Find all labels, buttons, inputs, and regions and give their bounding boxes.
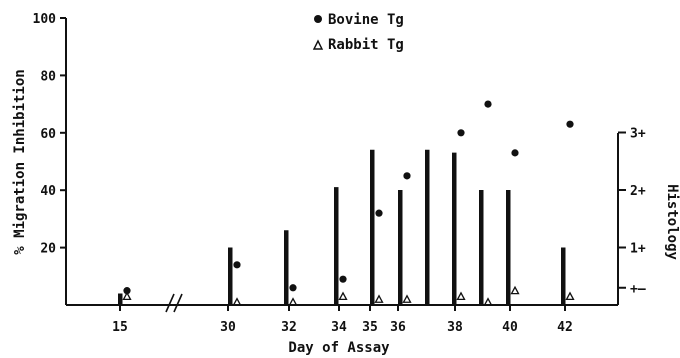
y-tick-label: 60 [40,127,56,142]
bovine-point [566,120,574,128]
bovine-point [403,172,411,180]
x-axis-title: Day of Assay [288,340,390,356]
bovine-point [339,275,347,283]
y-axis-title-right: Histology [664,184,680,260]
y-tick-label: 40 [40,184,56,199]
legend-rabbit-label: Rabbit Tg [328,37,404,53]
axis-break-mark [165,293,183,313]
rabbit-point [402,294,412,303]
legend-rabbit-marker [312,39,324,50]
rabbit-point [483,297,493,306]
right-tick-label: 2+ [630,184,646,199]
histology-bar [334,187,339,305]
bovine-point [511,149,519,157]
right-tick-label: 1+ [630,242,646,257]
y-tick-label: 20 [40,242,56,257]
rabbit-point [456,291,466,301]
bovine-point [375,209,383,217]
legend-bovine-label: Bovine Tg [328,12,404,28]
bovine-points [123,100,574,295]
right-tick-label: +– [630,282,646,297]
histology-bar [284,230,289,305]
x-tick-label: 30 [220,320,236,335]
x-tick-label: 15 [112,320,128,335]
rabbit-point [338,291,348,301]
y-axis-title-left: % Migration Inhibition [12,69,28,254]
bovine-point [233,261,241,269]
histology-bar [506,190,511,305]
rabbit-point [510,285,520,295]
x-tick-label: 40 [502,320,518,335]
histology-bars [118,149,566,305]
plot-area: 20 40 60 80 100 +– 1+ 2+ 3+ 15 30 32 34 35 36 38 40 42 [33,12,646,335]
rabbit-point [565,291,575,301]
y-ticks-right: +– 1+ 2+ 3+ [618,127,646,297]
x-tick-label: 38 [447,320,463,335]
right-tick-label: 3+ [630,127,646,142]
y-ticks-left: 20 40 60 80 100 [33,12,66,257]
x-tick-label: 35 [362,320,378,335]
rabbit-point [288,297,298,306]
x-tick-label: 34 [331,320,347,335]
bovine-point [289,284,297,292]
rabbit-point [122,291,132,301]
bovine-point [484,100,492,108]
y-tick-label: 100 [33,12,57,27]
histology-bar [425,149,430,305]
histology-bar [228,247,233,305]
histology-bar [452,152,457,305]
rabbit-point [232,297,242,306]
histology-bar [398,190,403,305]
x-tick-label: 36 [390,320,406,335]
histology-bar [561,247,566,305]
x-tick-label: 32 [281,320,297,335]
rabbit-points [122,285,575,306]
x-ticks: 15 30 32 34 35 36 38 40 42 [112,305,573,335]
y-tick-label: 80 [40,69,56,84]
histology-bar [118,293,123,305]
bovine-point [123,287,131,295]
histology-bar [370,149,375,305]
legend: Bovine Tg Rabbit Tg [312,12,404,53]
x-tick-label: 42 [557,320,573,335]
legend-bovine-marker [314,15,322,23]
rabbit-point [374,294,384,303]
histology-bar [479,190,484,305]
bovine-point [457,129,465,137]
